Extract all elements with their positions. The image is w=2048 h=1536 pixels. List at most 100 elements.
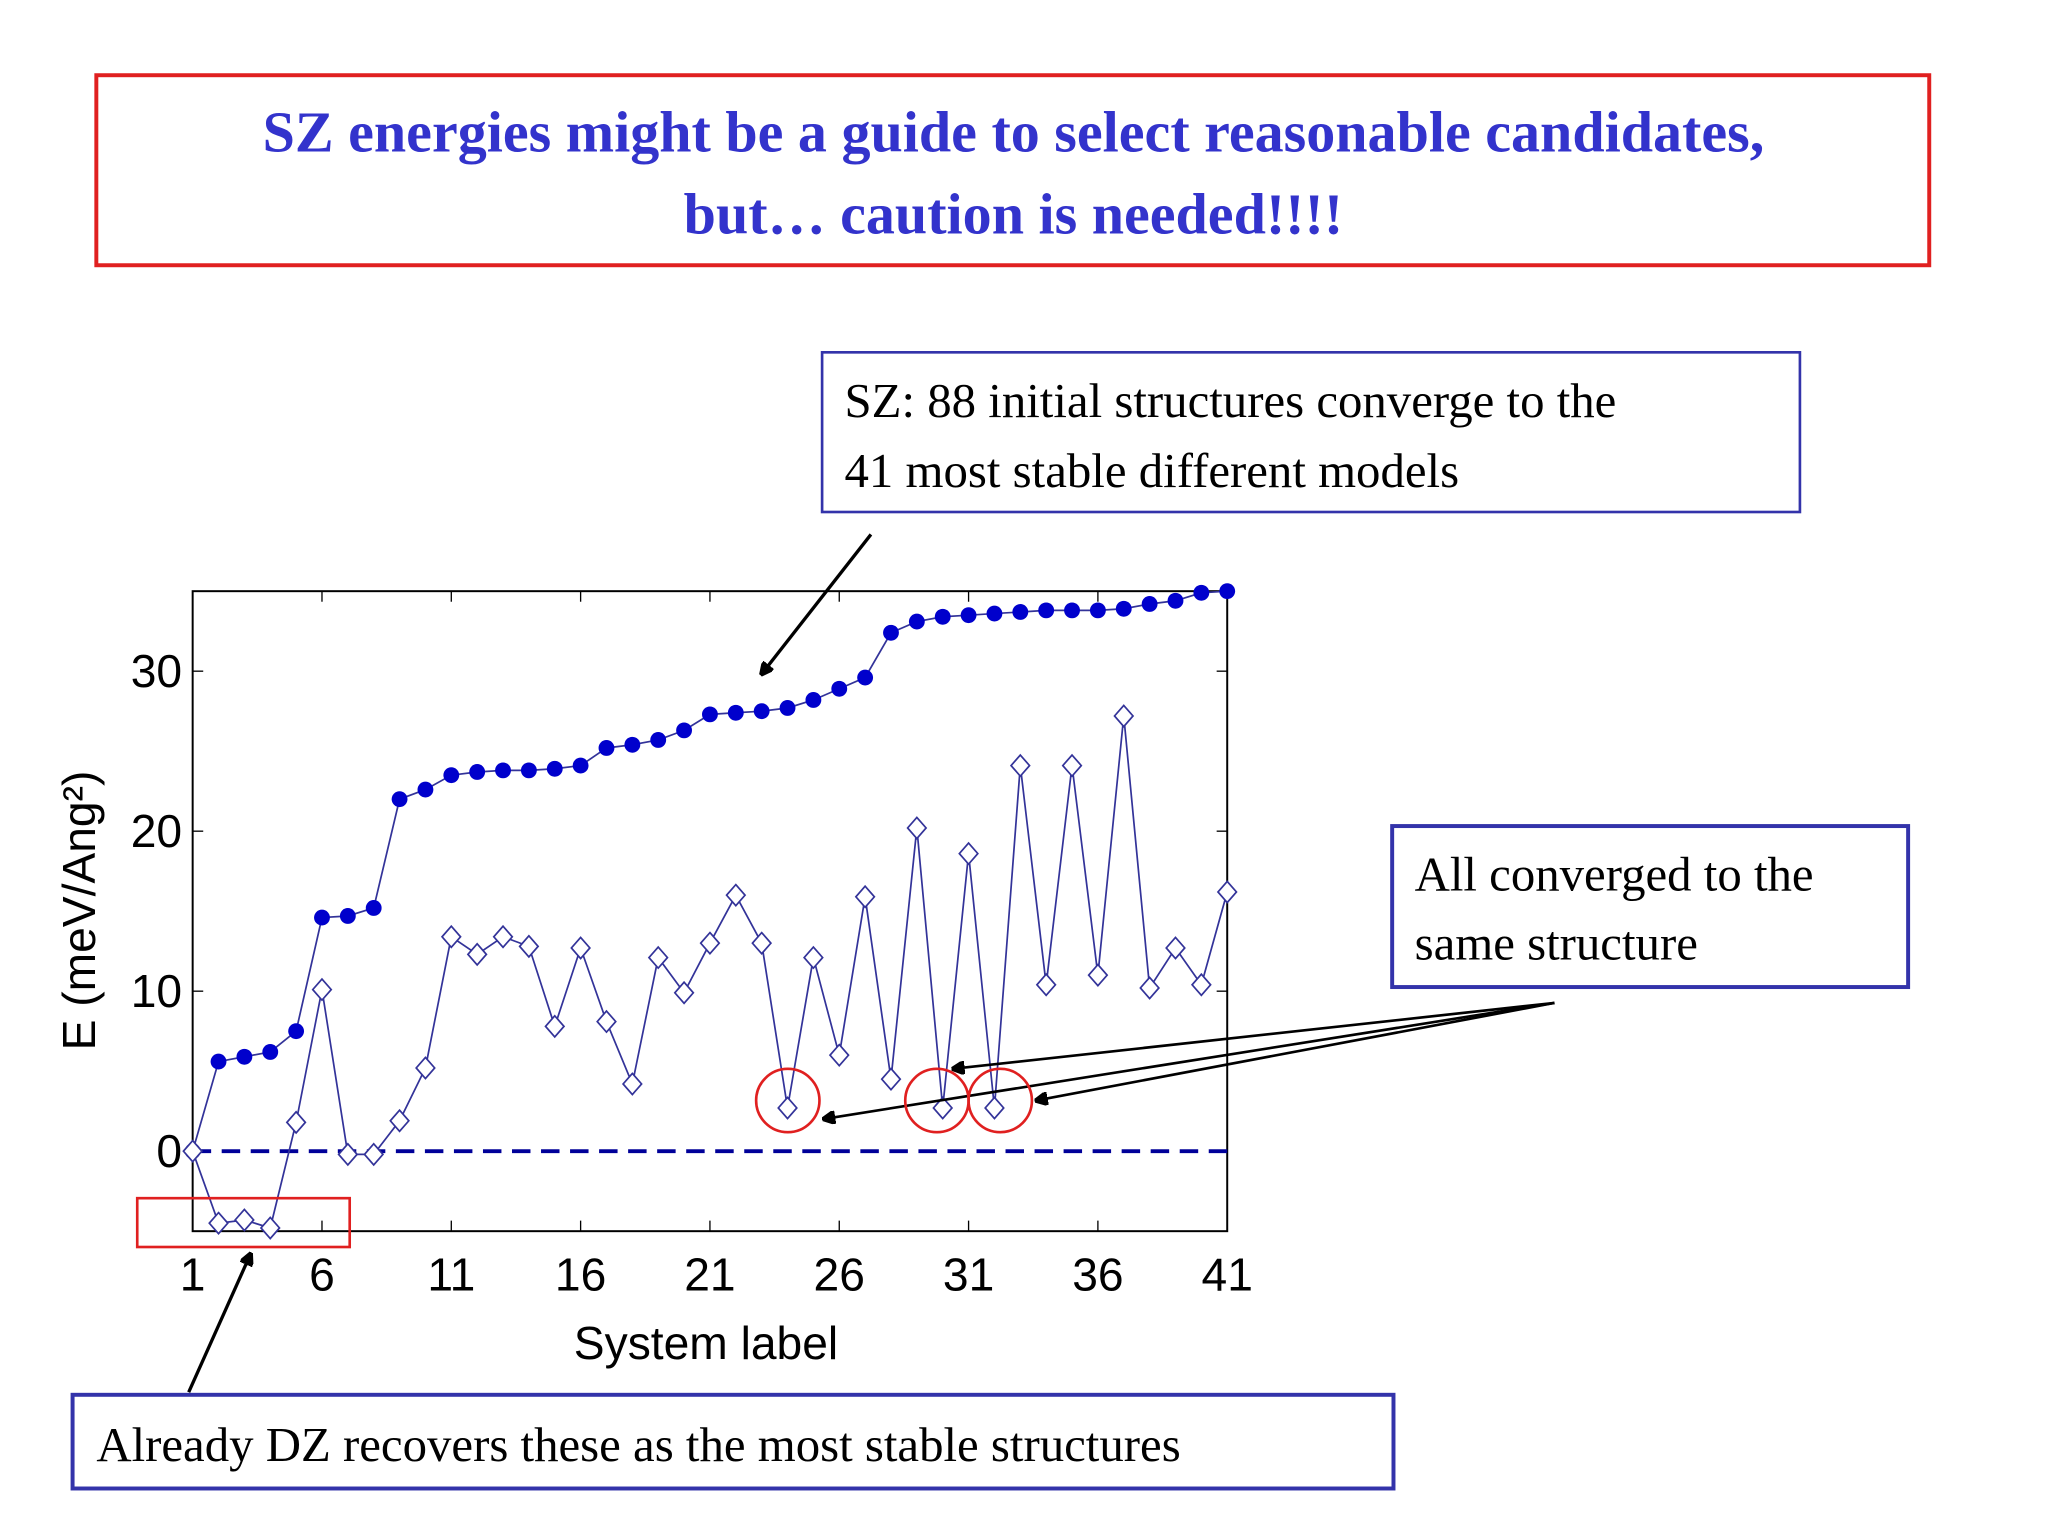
point <box>986 605 1003 622</box>
point <box>1113 704 1135 728</box>
point <box>337 1142 359 1167</box>
point <box>182 1139 204 1164</box>
x-tick-label: 36 <box>1072 1249 1123 1301</box>
point <box>880 1067 902 1092</box>
point <box>805 692 822 708</box>
point <box>908 613 925 630</box>
point <box>779 700 796 716</box>
point <box>311 977 333 1002</box>
annotation-text: same structure <box>1415 915 1698 970</box>
point <box>934 608 951 625</box>
annotation-text: SZ: 88 initial structures converge to th… <box>845 373 1617 428</box>
point <box>1139 976 1161 1000</box>
point <box>1190 972 1212 997</box>
point <box>262 1044 279 1060</box>
annotation-box <box>70 1392 1396 1491</box>
y-axis-label: E (meV/Ang²) <box>53 771 105 1051</box>
point <box>440 924 462 949</box>
annotation-box <box>820 351 1802 514</box>
arrow <box>187 1254 251 1393</box>
point <box>596 1009 617 1034</box>
x-tick-label: 41 <box>1202 1249 1253 1301</box>
point <box>1141 596 1158 612</box>
point <box>1012 604 1029 620</box>
point <box>1089 602 1106 619</box>
point <box>389 1108 410 1133</box>
point <box>650 732 667 748</box>
highlight-circle <box>967 1067 1034 1134</box>
point <box>727 704 744 721</box>
x-tick-label: 26 <box>814 1249 865 1301</box>
point <box>1061 753 1083 778</box>
point <box>314 909 330 926</box>
point <box>854 884 876 909</box>
x-axis-label: System label <box>574 1317 838 1369</box>
arrow <box>1036 1001 1555 1101</box>
point <box>647 945 669 970</box>
point <box>236 1048 253 1065</box>
title-line: but… caution is needed!!!! <box>684 182 1344 247</box>
arrow <box>761 533 873 674</box>
point <box>751 931 773 956</box>
point <box>984 1096 1005 1120</box>
point <box>1167 592 1184 609</box>
point <box>1064 602 1080 619</box>
y-tick-label: 20 <box>131 805 182 857</box>
point <box>259 1216 281 1240</box>
point <box>518 934 540 959</box>
y-tick-label: 10 <box>131 965 182 1017</box>
point <box>365 900 382 916</box>
point <box>1219 583 1236 600</box>
highlight-circle <box>754 1067 821 1134</box>
point <box>288 1023 305 1040</box>
annotation-box <box>1390 824 1911 990</box>
x-tick-label: 21 <box>684 1249 735 1301</box>
point <box>1165 936 1186 960</box>
point <box>363 1142 385 1167</box>
point <box>572 757 589 774</box>
point <box>857 669 874 686</box>
point <box>339 908 356 924</box>
point <box>210 1053 227 1070</box>
point <box>699 931 721 956</box>
point <box>676 722 692 739</box>
point <box>1216 880 1238 904</box>
x-tick-label: 16 <box>555 1249 606 1301</box>
point <box>702 706 718 723</box>
point <box>469 764 486 780</box>
point <box>1087 963 1109 988</box>
y-tick-label: 0 <box>156 1125 182 1177</box>
x-tick-label: 1 <box>180 1249 206 1301</box>
point <box>803 945 824 970</box>
point <box>960 607 977 624</box>
point <box>958 841 979 866</box>
title-box <box>94 73 1932 268</box>
point <box>1038 602 1055 619</box>
point <box>777 1096 798 1120</box>
annotation-text: All converged to the <box>1415 847 1814 902</box>
title-line: SZ energies might be a guide to select r… <box>263 100 1765 165</box>
x-tick-label: 31 <box>943 1249 994 1301</box>
point <box>828 1043 850 1068</box>
point <box>208 1211 229 1236</box>
point <box>544 1014 566 1039</box>
point <box>285 1110 307 1135</box>
point <box>415 1056 436 1080</box>
point <box>1035 972 1057 997</box>
point <box>417 781 434 798</box>
y-tick-label: 30 <box>131 645 182 697</box>
point <box>492 924 514 949</box>
point <box>520 762 537 779</box>
point <box>495 762 511 779</box>
arrow <box>823 1001 1555 1119</box>
x-tick-label: 6 <box>309 1249 335 1301</box>
point <box>570 936 591 960</box>
point <box>443 767 460 784</box>
highlight-box <box>135 1196 352 1249</box>
arrows <box>187 533 1555 1393</box>
point <box>1193 584 1210 601</box>
highlights <box>135 1067 1034 1249</box>
x-tick-label: 11 <box>427 1249 475 1301</box>
